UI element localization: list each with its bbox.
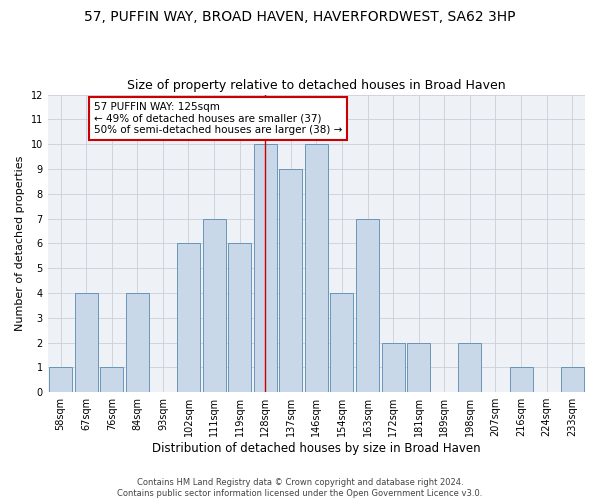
Y-axis label: Number of detached properties: Number of detached properties — [15, 156, 25, 331]
Bar — [228, 244, 251, 392]
Text: 57 PUFFIN WAY: 125sqm
← 49% of detached houses are smaller (37)
50% of semi-deta: 57 PUFFIN WAY: 125sqm ← 49% of detached … — [94, 102, 342, 135]
Bar — [126, 293, 149, 392]
Bar — [509, 368, 533, 392]
Text: 57, PUFFIN WAY, BROAD HAVEN, HAVERFORDWEST, SA62 3HP: 57, PUFFIN WAY, BROAD HAVEN, HAVERFORDWE… — [84, 10, 516, 24]
Bar — [331, 293, 353, 392]
Bar — [254, 144, 277, 392]
Bar — [203, 218, 226, 392]
Text: Contains HM Land Registry data © Crown copyright and database right 2024.
Contai: Contains HM Land Registry data © Crown c… — [118, 478, 482, 498]
Bar — [356, 218, 379, 392]
Bar — [280, 169, 302, 392]
Title: Size of property relative to detached houses in Broad Haven: Size of property relative to detached ho… — [127, 79, 506, 92]
Bar — [74, 293, 98, 392]
Bar — [100, 368, 123, 392]
Bar — [382, 342, 404, 392]
Bar — [49, 368, 72, 392]
Bar — [407, 342, 430, 392]
Bar — [458, 342, 481, 392]
Bar — [560, 368, 584, 392]
Bar — [177, 244, 200, 392]
Bar — [305, 144, 328, 392]
X-axis label: Distribution of detached houses by size in Broad Haven: Distribution of detached houses by size … — [152, 442, 481, 455]
